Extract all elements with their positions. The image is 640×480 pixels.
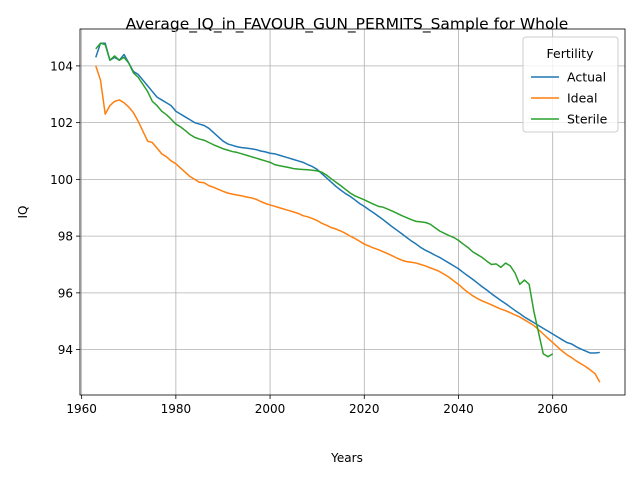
y-tick-label: 98 (58, 230, 73, 244)
legend-label-sterile: Sterile (567, 112, 608, 127)
y-tick-label: 104 (50, 59, 73, 73)
x-tick-label: 1960 (66, 402, 97, 416)
y-tick-label: 102 (50, 116, 73, 130)
x-tick-label: 1980 (161, 402, 192, 416)
legend-label-actual: Actual (567, 70, 606, 85)
legend-label-ideal: Ideal (567, 91, 597, 106)
y-tick-label: 94 (58, 343, 73, 357)
x-tick-label: 2000 (255, 402, 286, 416)
x-tick-label: 2060 (537, 402, 568, 416)
y-axis-label: IQ (16, 206, 30, 219)
legend-title: Fertility (547, 46, 595, 61)
legend: Fertility Actual Ideal Sterile (523, 37, 618, 132)
x-tick-label: 2040 (443, 402, 474, 416)
x-tick-label: 2020 (349, 402, 380, 416)
chart-title: Average_IQ_in_FAVOUR_GUN_PERMITS_Sample … (126, 15, 569, 34)
y-tick-label: 96 (58, 286, 73, 300)
x-axis-label: Years (330, 451, 363, 465)
y-tick-label: 100 (50, 173, 73, 187)
